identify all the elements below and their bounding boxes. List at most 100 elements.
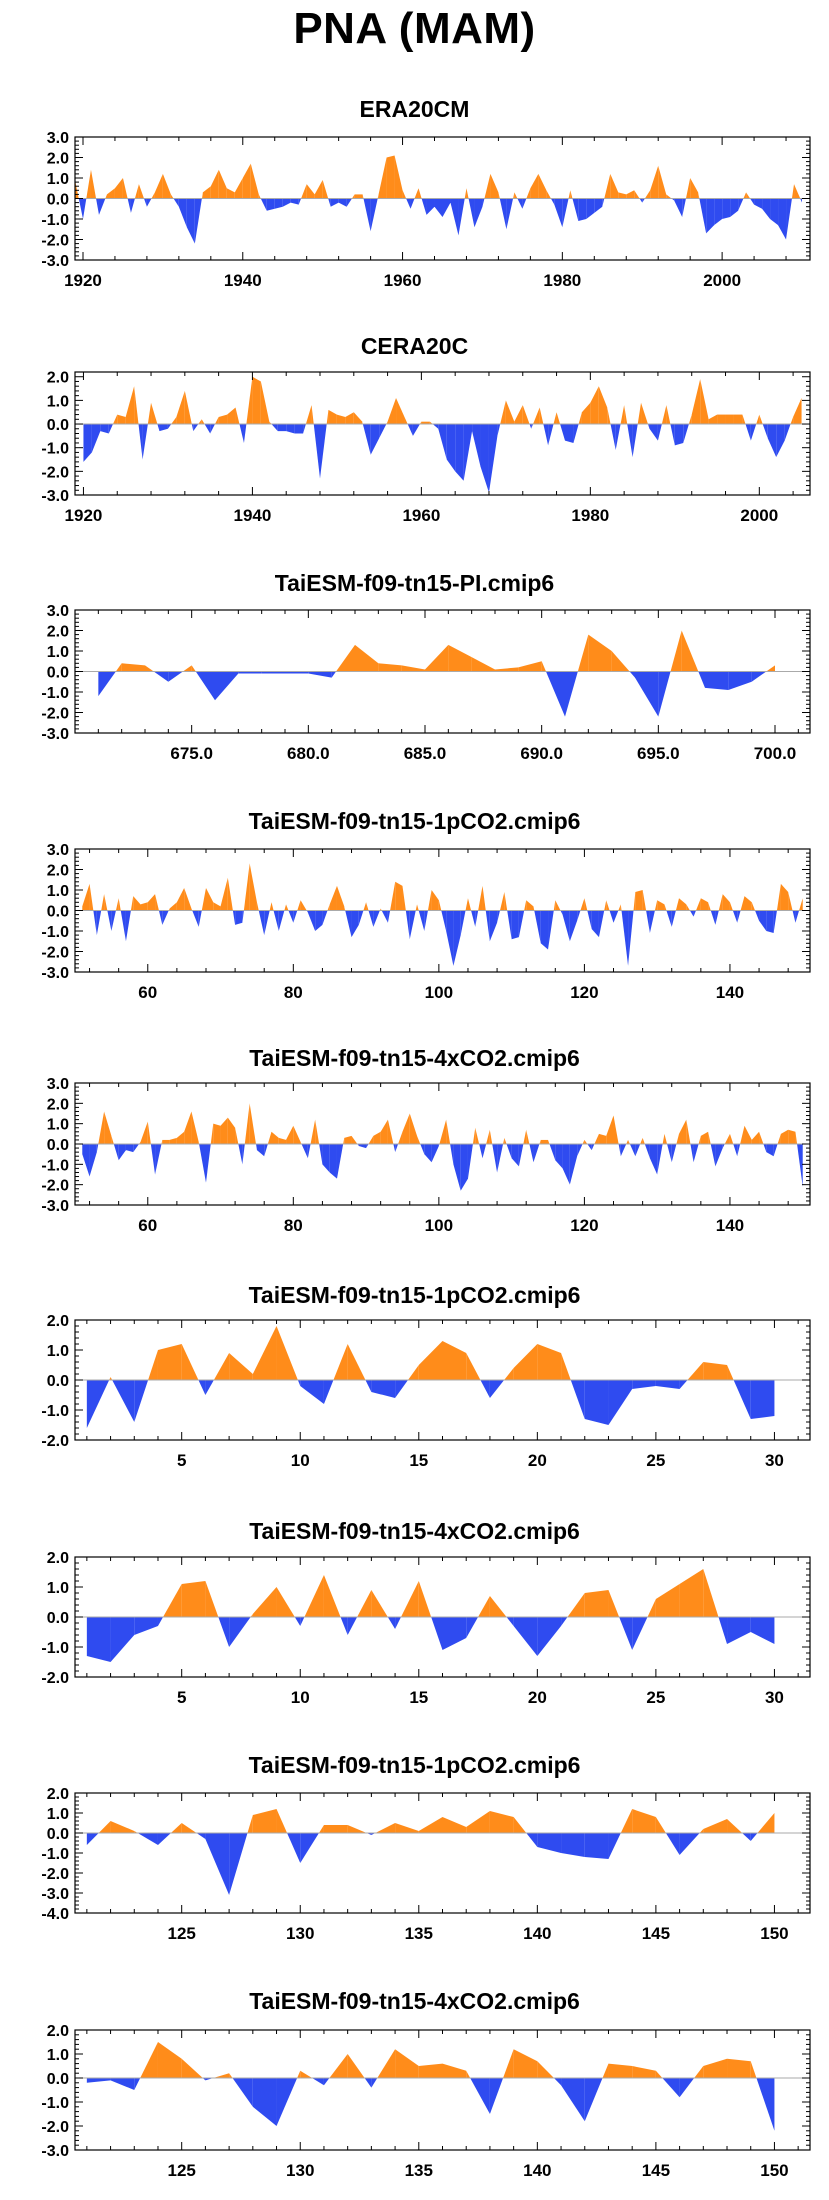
negative-anomaly-area xyxy=(632,424,638,458)
negative-anomaly-area xyxy=(159,424,168,432)
negative-anomaly-area xyxy=(108,424,114,434)
y-tick-label: 0.0 xyxy=(47,1137,69,1154)
negative-anomaly-area xyxy=(158,910,163,925)
negative-anomaly-area xyxy=(125,1144,134,1153)
negative-anomaly-area xyxy=(745,424,751,441)
negative-anomaly-area xyxy=(460,910,466,936)
negative-anomaly-area xyxy=(458,198,465,236)
positive-anomaly-area xyxy=(724,1133,730,1144)
positive-anomaly-area xyxy=(607,407,611,425)
y-tick-label: 1.0 xyxy=(47,1117,69,1134)
positive-anomaly-area xyxy=(104,1111,112,1144)
negative-anomaly-area xyxy=(373,910,380,927)
positive-anomaly-area xyxy=(503,2049,514,2078)
y-tick-label: -1.0 xyxy=(41,924,69,941)
pna-index-chart: -3.0 -2.0 -1.0 0.0 1.0 2.0 3.0 1920 1940 1960 1980… xyxy=(41,130,811,290)
negative-anomaly-area xyxy=(406,198,411,209)
negative-anomaly-area xyxy=(130,198,135,213)
negative-anomaly-area xyxy=(205,1833,230,1895)
negative-anomaly-area xyxy=(307,1144,311,1159)
positive-anomaly-area xyxy=(181,2058,203,2078)
negative-anomaly-area xyxy=(288,910,294,923)
negative-anomaly-area xyxy=(142,424,148,460)
chart-title: TaiESM-f09-tn15-PI.cmip6 xyxy=(274,570,555,596)
positive-anomaly-area xyxy=(513,1344,538,1380)
positive-anomaly-area xyxy=(306,184,315,199)
positive-anomaly-area xyxy=(556,412,561,425)
negative-anomaly-area xyxy=(298,198,302,205)
positive-anomaly-area xyxy=(394,155,403,199)
negative-anomaly-area xyxy=(438,1144,440,1147)
negative-anomaly-area xyxy=(737,910,741,923)
negative-anomaly-area xyxy=(671,910,676,927)
negative-anomaly-area xyxy=(111,910,116,931)
positive-anomaly-area xyxy=(499,892,505,911)
negative-anomaly-area xyxy=(235,910,243,925)
positive-anomaly-area xyxy=(114,178,123,199)
x-tick-label: 140 xyxy=(716,983,744,1002)
negative-anomaly-area xyxy=(466,1617,479,1638)
negative-anomaly-area xyxy=(562,1144,570,1185)
x-tick-label: 15 xyxy=(409,1688,428,1707)
negative-anomaly-area xyxy=(537,1617,562,1656)
positive-anomaly-area xyxy=(604,900,607,911)
negative-anomaly-area xyxy=(328,198,331,207)
positive-anomaly-area xyxy=(628,1139,630,1144)
negative-anomaly-area xyxy=(762,198,771,219)
chart-title: TaiESM-f09-tn15-1pCO2.cmip6 xyxy=(248,1752,581,1778)
positive-anomaly-area xyxy=(191,665,196,672)
negative-anomaly-area xyxy=(795,910,800,923)
negative-anomaly-area xyxy=(639,198,643,203)
positive-anomaly-area xyxy=(213,1123,221,1144)
negative-anomaly-area xyxy=(366,1144,369,1149)
y-tick-label: -3.0 xyxy=(41,965,69,982)
negative-anomaly-area xyxy=(173,198,179,207)
negative-anomaly-area xyxy=(770,198,779,226)
negative-anomaly-area xyxy=(710,910,716,925)
positive-anomaly-area xyxy=(598,386,608,425)
negative-anomaly-area xyxy=(346,198,352,207)
positive-anomaly-area xyxy=(121,663,145,672)
negative-anomaly-area xyxy=(395,1144,399,1153)
negative-anomaly-area xyxy=(655,1380,680,1389)
positive-anomaly-area xyxy=(700,1131,709,1144)
positive-anomaly-area xyxy=(657,900,665,911)
negative-anomaly-area xyxy=(238,1144,243,1165)
positive-anomaly-area xyxy=(395,2049,419,2078)
negative-anomaly-area xyxy=(82,1144,90,1177)
negative-anomaly-area xyxy=(742,1833,751,1841)
y-tick-label: -2.0 xyxy=(41,2119,69,2136)
positive-anomaly-area xyxy=(267,1131,272,1144)
negative-anomaly-area xyxy=(453,1144,461,1191)
negative-anomaly-area xyxy=(438,424,447,460)
negative-anomaly-area xyxy=(657,424,662,441)
negative-anomaly-area xyxy=(480,424,489,493)
negative-anomaly-area xyxy=(683,424,689,443)
y-tick-label: 1.0 xyxy=(47,883,69,900)
positive-anomaly-area xyxy=(703,1819,728,1833)
negative-anomaly-area xyxy=(340,1617,348,1635)
positive-anomaly-area xyxy=(201,192,203,199)
positive-anomaly-area xyxy=(181,1344,199,1380)
positive-anomaly-area xyxy=(301,184,307,199)
positive-anomaly-area xyxy=(227,1117,236,1144)
negative-anomaly-area xyxy=(278,910,285,931)
positive-anomaly-area xyxy=(780,883,789,911)
y-tick-label: 0.0 xyxy=(47,2071,69,2088)
positive-anomaly-area xyxy=(608,2063,633,2078)
positive-anomaly-area xyxy=(598,1133,607,1144)
positive-anomaly-area xyxy=(776,883,781,911)
positive-anomaly-area xyxy=(538,173,547,199)
negative-anomaly-area xyxy=(732,910,738,923)
positive-anomaly-area xyxy=(590,386,599,425)
positive-anomaly-area xyxy=(111,1135,114,1144)
positive-anomaly-area xyxy=(286,904,289,911)
negative-anomaly-area xyxy=(565,424,574,443)
negative-anomaly-area xyxy=(766,910,774,934)
x-tick-label: 10 xyxy=(291,1451,310,1470)
negative-anomaly-area xyxy=(453,910,461,966)
positive-anomaly-area xyxy=(140,902,148,911)
positive-anomaly-area xyxy=(524,900,527,911)
positive-anomaly-area xyxy=(366,902,369,911)
positive-anomaly-area xyxy=(489,1596,507,1617)
